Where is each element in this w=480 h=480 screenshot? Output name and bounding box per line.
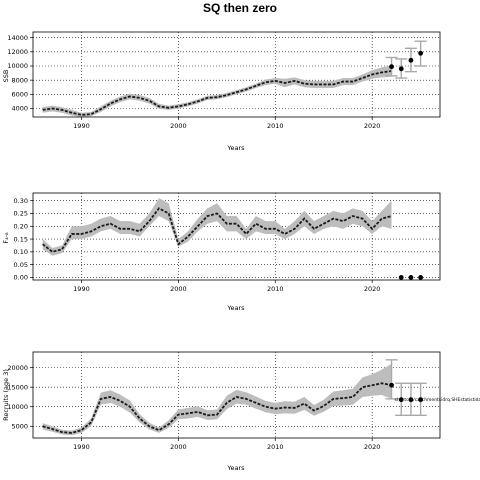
f-plot-area: 1990 2000 2010 2020 0.00 0.05 0.10 0.15 0.20 0.25… [14, 192, 441, 293]
ssb-x-tick-label: 2010 [267, 122, 284, 130]
f-y-tick-label: 0.30 [14, 197, 28, 205]
ssb-projection-point [408, 57, 414, 63]
figure-title: SQ then zero [203, 1, 277, 15]
recruits-y-tick-label: 5000 [11, 422, 28, 430]
ssb-projection-point [418, 50, 424, 56]
ssb-y-tick-label: 6000 [11, 91, 28, 99]
ssb-uncertainty-band [42, 65, 392, 117]
f-y-tick-label: 0.10 [14, 248, 28, 256]
f-y-tick-label: 0.15 [14, 235, 28, 243]
recruits-projection-point [408, 397, 414, 403]
ssb-x-tick-label: 2000 [170, 122, 187, 130]
f-y-tick-label: 0.00 [14, 274, 28, 282]
recruits-projection-point [418, 397, 424, 403]
panel-recruits: shortcut/catchmentsidrq.SHEstatistidac0.… [2, 351, 480, 472]
ssb-plot-area: 1990 2000 2010 2020 4000 6000 8000 10000 12000 14… [7, 31, 441, 130]
f-x-tick-label: 1990 [73, 285, 90, 293]
f-y-axis-label: F₄-₈ [2, 232, 10, 244]
ssb-y-axis-label: SSB [2, 70, 10, 83]
f-y-tick-label: 0.05 [14, 261, 28, 269]
recruits-x-axis-label: Years [226, 464, 245, 472]
f-x-tick-label: 2020 [364, 285, 381, 293]
ssb-projection-point [389, 64, 394, 70]
recruits-plot-area: shortcut/catchmentsidrq.SHEstatistidac0.… [7, 351, 480, 451]
f-x-tick-label: 2000 [170, 285, 187, 293]
f-plot-frame [32, 192, 441, 281]
f-projection-point [398, 275, 404, 280]
ssb-y-tick-label: 4000 [11, 105, 28, 113]
recruits-x-tick-label: 2010 [267, 443, 284, 451]
recruits-y-axis-label: Recruits (age 3) [2, 369, 10, 421]
f-uncertainty-band [42, 198, 392, 256]
recruits-median-line [42, 382, 392, 434]
ssb-y-tick-label: 10000 [7, 62, 28, 70]
f-median-line [42, 207, 392, 253]
ssb-x-tick-label: 1990 [73, 122, 90, 130]
recruits-y-tick-label: 15000 [7, 383, 28, 391]
f-x-tick-label: 2010 [267, 285, 284, 293]
recruits-y-tick-label: 20000 [7, 364, 28, 372]
ssb-y-tick-label: 12000 [7, 48, 28, 56]
f-y-tick-label: 0.20 [14, 222, 28, 230]
recruits-annotation: shortcut/catchmentsidrq.SHEstatistidac0.… [395, 397, 480, 403]
recruits-uncertainty-band [42, 363, 392, 436]
recruits-projection-point [389, 382, 394, 388]
ssb-x-tick-label: 2020 [364, 122, 381, 130]
f-projection-point [418, 275, 424, 280]
ssb-plot-frame [32, 31, 441, 118]
recruits-plot-frame [32, 351, 441, 439]
recruits-x-tick-label: 2020 [364, 443, 381, 451]
f-y-tick-label: 0.25 [14, 210, 28, 218]
recruits-projection-point [398, 397, 404, 403]
ssb-y-tick-label: 8000 [11, 76, 28, 84]
f-projection-point [408, 275, 414, 280]
ssb-y-tick-label: 14000 [7, 34, 28, 42]
ssb-median-line [42, 70, 392, 116]
panel-f: 1990 2000 2010 2020 0.00 0.05 0.10 0.15 0.20 0.25… [2, 192, 441, 312]
ssb-projection-point [398, 66, 404, 72]
ssb-x-axis-label: Years [226, 144, 245, 152]
f-x-axis-label: Years [226, 304, 245, 312]
recruits-x-tick-label: 1990 [73, 443, 90, 451]
panel-ssb: 1990 2000 2010 2020 4000 6000 8000 10000 12000 14… [2, 31, 441, 152]
recruits-y-tick-label: 10000 [7, 403, 28, 411]
recruits-x-tick-label: 2000 [170, 443, 187, 451]
